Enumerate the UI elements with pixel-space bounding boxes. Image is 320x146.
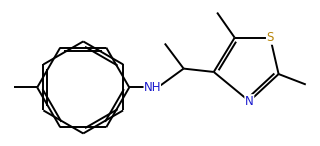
Text: NH: NH <box>143 81 161 94</box>
Text: N: N <box>245 95 254 108</box>
Text: S: S <box>267 31 274 44</box>
